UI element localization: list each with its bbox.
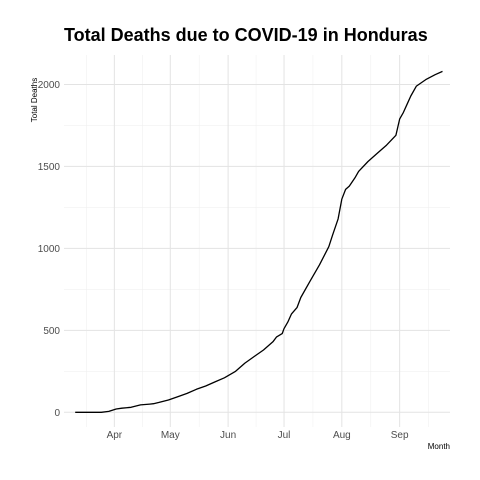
x-tick-label: Sep: [391, 430, 409, 441]
x-tick-label: Jun: [220, 430, 236, 441]
y-tick-label: 2000: [38, 80, 61, 91]
deaths-series-line: [75, 70, 443, 413]
y-tick-label: 1500: [38, 162, 61, 173]
x-tick-label: Jul: [278, 430, 291, 441]
x-axis-title: Month: [428, 442, 450, 451]
chart-title: Total Deaths due to COVID-19 in Honduras: [64, 25, 428, 45]
x-tick-label: Apr: [107, 430, 123, 441]
grid: [64, 55, 450, 427]
x-tick-label: Aug: [333, 430, 351, 441]
series: [75, 70, 443, 413]
y-tick-label: 500: [43, 326, 60, 337]
y-tick-label: 1000: [38, 244, 61, 255]
y-axis-title: Total Deaths: [30, 78, 39, 122]
x-tick-label: May: [161, 430, 180, 441]
y-tick-label: 0: [54, 408, 60, 419]
tick-labels: 0 500 1000 1500 2000 Apr May Jun Jul Aug Sep: [38, 80, 409, 441]
